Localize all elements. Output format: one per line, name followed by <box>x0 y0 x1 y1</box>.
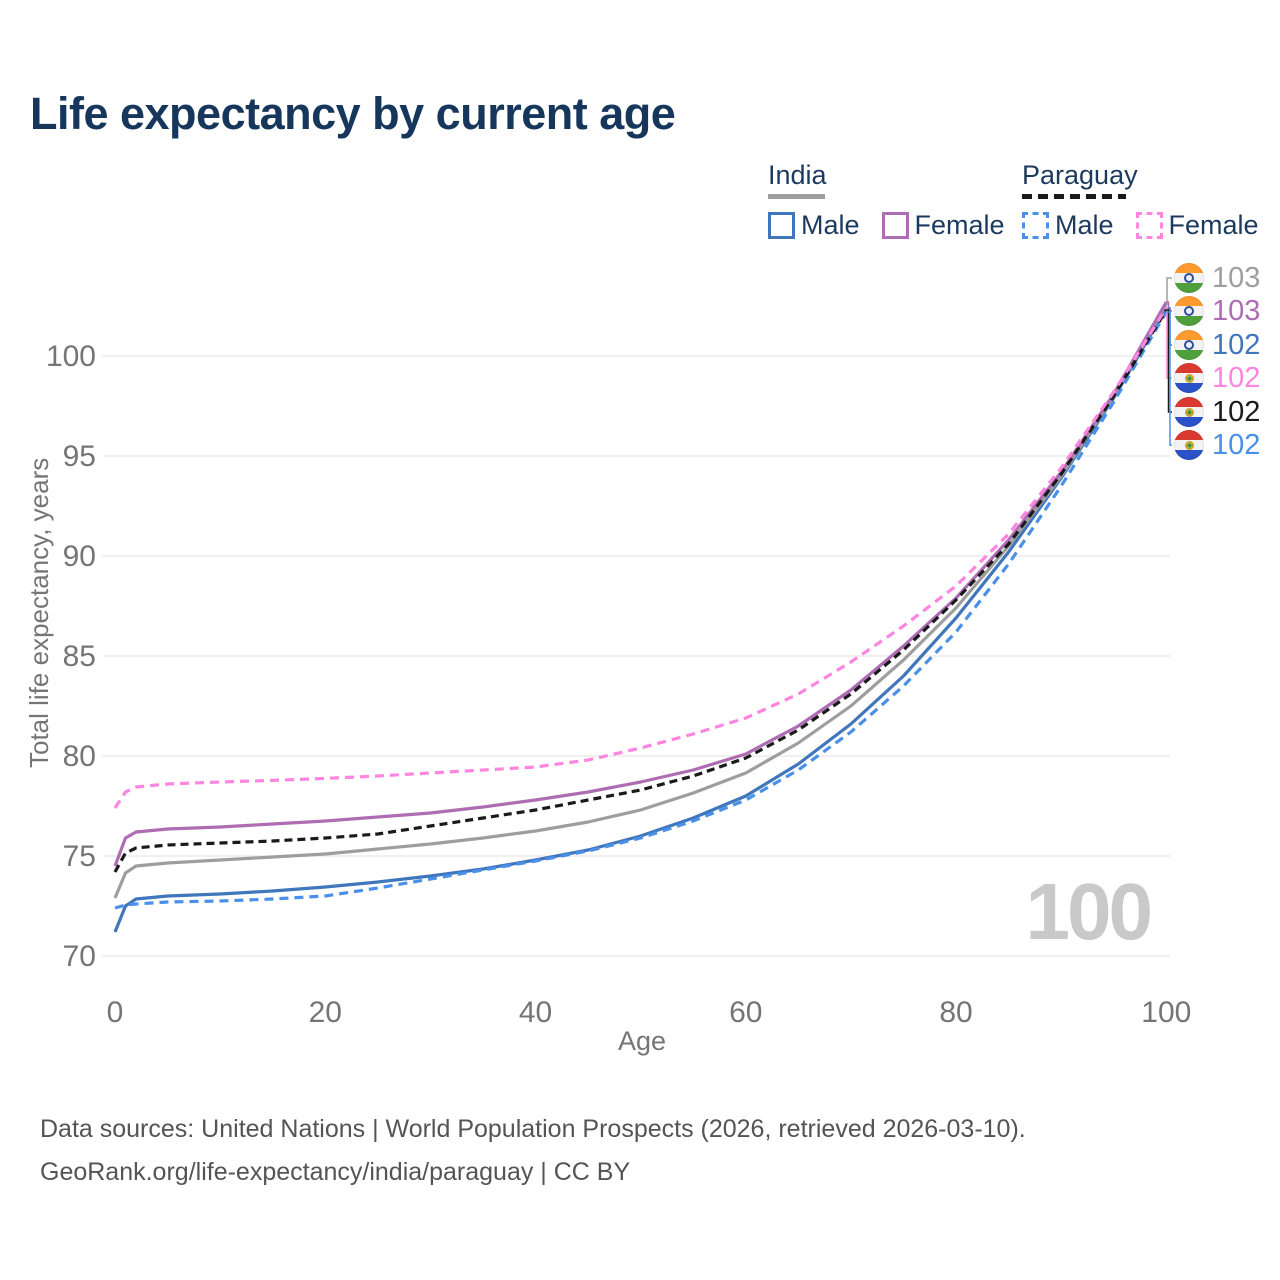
india-flag-icon <box>1174 330 1204 360</box>
paraguay-female-swatch-icon <box>1135 212 1163 239</box>
end-label-india-female: 103 <box>1174 294 1261 327</box>
svg-text:40: 40 <box>519 996 552 1029</box>
legend-group-india: India Male Female <box>768 160 1027 241</box>
india-female-swatch-icon <box>881 212 909 239</box>
end-label-india-male: 102 <box>1174 328 1261 361</box>
svg-text:20: 20 <box>309 996 342 1029</box>
svg-text:100: 100 <box>1141 996 1191 1029</box>
legend-items-india: Male Female <box>768 210 1027 241</box>
legend-country-india: India <box>768 160 1027 199</box>
india-flag-icon <box>1174 296 1204 326</box>
legend-country-paraguay: Paraguay <box>1022 160 1280 199</box>
end-label-india-total: 103 <box>1174 261 1261 294</box>
footer-line-sources: Data sources: United Nations | World Pop… <box>40 1115 1026 1143</box>
svg-text:85: 85 <box>63 640 96 673</box>
india-line-style-sample <box>768 194 825 199</box>
svg-text:70: 70 <box>63 940 96 973</box>
current-age-watermark: 100 <box>1025 867 1153 956</box>
legend-item-paraguay-female[interactable]: Female <box>1135 210 1259 241</box>
footer-line-attribution: GeoRank.org/life-expectancy/india/paragu… <box>40 1158 631 1186</box>
india-flag-icon <box>1174 263 1204 293</box>
svg-text:75: 75 <box>63 840 96 873</box>
y-axis-title: Total life expectancy, years <box>24 457 54 769</box>
end-label-value: 102 <box>1212 328 1261 361</box>
end-label-value: 102 <box>1212 361 1261 394</box>
svg-text:95: 95 <box>63 440 96 473</box>
legend-item-india-male[interactable]: Male <box>768 210 860 241</box>
paraguay-flag-icon <box>1174 363 1204 393</box>
legend-item-paraguay-female-label: Female <box>1168 210 1259 240</box>
line-chart-plot-area: 70 75 80 85 90 95 100 0 20 40 60 80 100 <box>46 277 1191 1029</box>
end-label-value: 103 <box>1212 261 1261 294</box>
end-label-value: 102 <box>1212 428 1261 461</box>
end-label-value: 103 <box>1212 294 1261 327</box>
legend-items-paraguay: Male Female <box>1022 210 1280 241</box>
legend-item-paraguay-male[interactable]: Male <box>1022 210 1114 241</box>
india-male-swatch-icon <box>768 212 795 239</box>
svg-text:0: 0 <box>107 996 124 1029</box>
legend-country-paraguay-label: Paraguay <box>1022 160 1138 190</box>
legend-item-india-female-label: Female <box>914 210 1005 240</box>
end-label-paraguay-male: 102 <box>1174 428 1261 461</box>
paraguay-flag-icon <box>1174 397 1204 427</box>
legend-group-paraguay: Paraguay Male Female <box>1022 160 1280 241</box>
svg-text:90: 90 <box>63 540 96 573</box>
svg-text:80: 80 <box>63 740 96 773</box>
end-label-value: 102 <box>1212 395 1261 428</box>
paraguay-line-style-sample <box>1022 194 1126 199</box>
paraguay-flag-icon <box>1174 430 1204 460</box>
end-label-paraguay-female: 102 <box>1174 361 1261 394</box>
data-sources-footer: Data sources: United Nations | World Pop… <box>40 1108 1026 1194</box>
legend-country-india-label: India <box>768 160 827 190</box>
paraguay-male-swatch-icon <box>1022 212 1049 239</box>
legend-item-india-female[interactable]: Female <box>881 210 1005 241</box>
end-label-paraguay-total: 102 <box>1174 395 1261 428</box>
legend-item-paraguay-male-label: Male <box>1055 210 1114 240</box>
x-axis-title: Age <box>617 1026 667 1056</box>
svg-text:100: 100 <box>46 340 96 373</box>
legend-item-india-male-label: Male <box>801 210 860 240</box>
page-title: Life expectancy by current age <box>30 88 676 139</box>
svg-text:80: 80 <box>939 996 972 1029</box>
svg-text:60: 60 <box>729 996 762 1029</box>
